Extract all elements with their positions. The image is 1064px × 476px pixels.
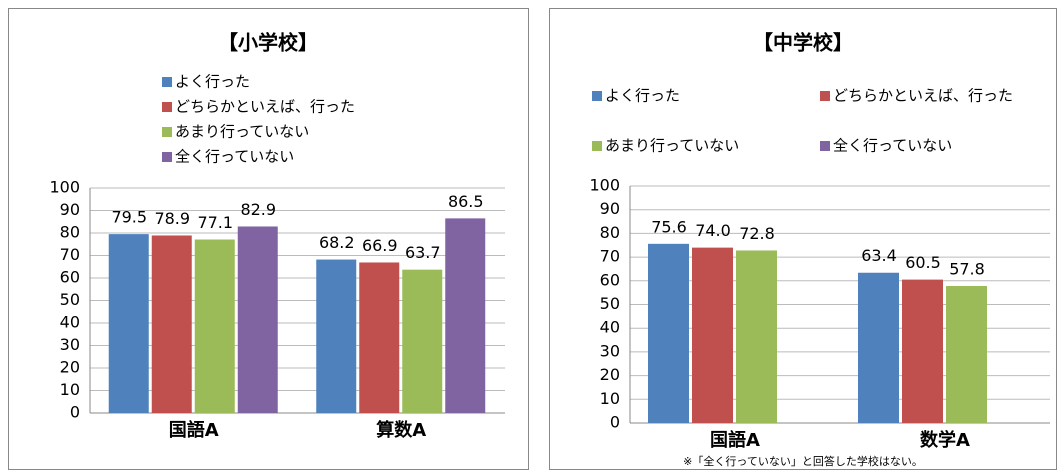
data-label: 57.8	[949, 260, 985, 279]
y-tick-label: 30	[600, 341, 620, 360]
bar	[858, 272, 899, 423]
y-tick-label: 40	[60, 313, 80, 332]
y-tick-label: 40	[600, 318, 620, 337]
y-tick-label: 100	[49, 178, 80, 197]
data-label: 86.5	[448, 192, 484, 211]
y-tick-label: 10	[600, 389, 620, 408]
bar	[736, 250, 777, 423]
y-tick-label: 50	[600, 294, 620, 313]
bar	[692, 247, 733, 423]
data-label: 63.4	[861, 246, 897, 265]
bar	[359, 262, 400, 413]
data-label: 68.2	[319, 233, 355, 252]
legend-label: よく行った	[175, 73, 250, 91]
y-tick-label: 20	[60, 358, 80, 377]
bar	[151, 235, 192, 413]
y-tick-label: 90	[600, 199, 620, 218]
legend-swatch	[162, 102, 172, 112]
legend-label: どちらかといえば、行った	[833, 87, 1013, 105]
data-label: 78.9	[154, 209, 190, 228]
bar	[902, 279, 943, 423]
x-tick-label: 数学A	[920, 429, 970, 451]
legend-label: どちらかといえば、行った	[175, 98, 355, 116]
y-tick-label: 60	[600, 270, 620, 289]
bar	[402, 269, 443, 413]
data-label: 60.5	[905, 253, 941, 272]
bar	[648, 243, 689, 423]
legend-label: 全く行っていない	[175, 148, 294, 166]
data-label: 79.5	[111, 208, 147, 227]
legend-swatch	[162, 77, 172, 87]
bar	[946, 286, 987, 423]
x-tick-label: 国語A	[169, 419, 219, 441]
legend-label: あまり行っていない	[605, 137, 739, 155]
data-label: 77.1	[197, 213, 233, 232]
chart-title: 【中学校】	[753, 31, 853, 55]
y-tick-label: 60	[60, 268, 80, 287]
data-label: 82.9	[240, 200, 276, 219]
y-tick-label: 90	[60, 200, 80, 219]
y-tick-label: 10	[60, 380, 80, 399]
y-tick-label: 0	[610, 413, 620, 432]
bar	[316, 259, 357, 413]
y-tick-label: 20	[600, 365, 620, 384]
legend-label: あまり行っていない	[175, 123, 309, 141]
bar	[194, 239, 235, 413]
legend-swatch	[162, 152, 172, 162]
legend-swatch	[820, 141, 830, 151]
x-tick-label: 国語A	[710, 429, 760, 451]
y-tick-label: 70	[60, 245, 80, 264]
data-label: 75.6	[651, 217, 687, 236]
legend-label: 全く行っていない	[833, 137, 952, 155]
bar	[445, 218, 486, 413]
y-tick-label: 50	[60, 290, 80, 309]
x-tick-label: 算数A	[376, 419, 426, 441]
y-tick-label: 70	[600, 247, 620, 266]
data-label: 74.0	[695, 221, 731, 240]
y-tick-label: 100	[589, 176, 620, 195]
chart-title: 【小学校】	[218, 31, 318, 55]
legend-swatch	[592, 91, 602, 101]
annotation: ※「全く行っていない」と回答した学校はない。	[683, 454, 923, 468]
bar	[237, 226, 278, 413]
y-tick-label: 80	[600, 223, 620, 242]
y-tick-label: 30	[60, 335, 80, 354]
bar	[108, 234, 149, 413]
y-tick-label: 0	[70, 403, 80, 422]
legend-swatch	[592, 141, 602, 151]
legend-label: よく行った	[605, 87, 680, 105]
data-label: 66.9	[362, 236, 398, 255]
data-label: 63.7	[405, 243, 441, 262]
legend-swatch	[820, 91, 830, 101]
y-tick-label: 80	[60, 223, 80, 242]
data-label: 72.8	[739, 224, 775, 243]
legend-swatch	[162, 127, 172, 137]
